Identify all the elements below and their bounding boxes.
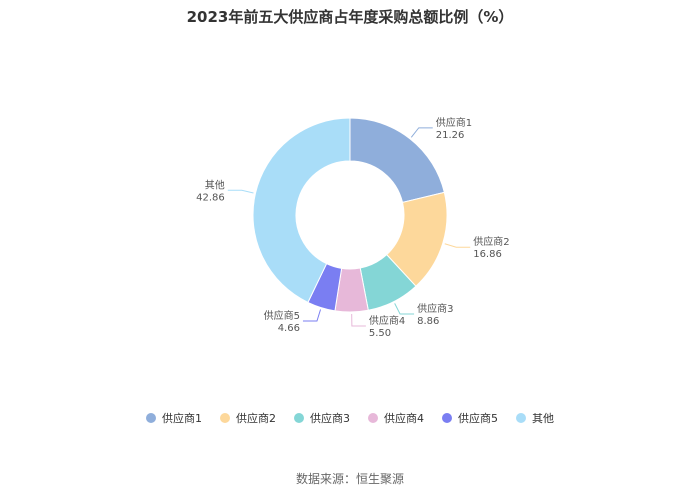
slice-label-value-4: 5.50 xyxy=(369,328,391,339)
leader-line-1 xyxy=(410,127,433,138)
slice-label-name-5: 供应商5 xyxy=(264,309,300,322)
slice-label-name-1: 供应商1 xyxy=(436,116,472,129)
slice-label-name-4: 供应商4 xyxy=(369,314,405,327)
slice-label-value-1: 21.26 xyxy=(436,130,465,141)
legend-marker-3 xyxy=(294,413,304,423)
slice-label-value-2: 16.86 xyxy=(473,249,502,260)
legend-marker-1 xyxy=(146,413,156,423)
legend-item-3[interactable]: 供应商3 xyxy=(294,410,350,426)
leader-line-5 xyxy=(302,309,322,322)
slice-label-name-3: 供应商3 xyxy=(417,302,453,315)
slice-label-name-2: 供应商2 xyxy=(473,235,509,248)
slice-label-value-3: 8.86 xyxy=(417,316,439,327)
legend-label-2: 供应商2 xyxy=(236,412,276,425)
leader-line-3 xyxy=(394,303,415,315)
slice-label-value-6: 42.86 xyxy=(196,192,225,203)
legend-label-4: 供应商4 xyxy=(384,412,424,425)
leader-line-6 xyxy=(227,189,254,194)
chart-legend: 供应商1 供应商2 供应商3 供应商4 供应商5 其他 xyxy=(0,410,700,426)
slice-label-name-6: 其他 xyxy=(205,178,225,191)
legend-item-2[interactable]: 供应商2 xyxy=(220,410,276,426)
legend-label-5: 供应商5 xyxy=(458,412,498,425)
legend-item-5[interactable]: 供应商5 xyxy=(442,410,498,426)
legend-marker-5 xyxy=(442,413,452,423)
legend-item-6[interactable]: 其他 xyxy=(516,410,554,426)
leader-line-2 xyxy=(444,243,471,248)
legend-item-4[interactable]: 供应商4 xyxy=(368,410,424,426)
leader-line-4 xyxy=(351,313,366,327)
legend-marker-2 xyxy=(220,413,230,423)
slice-1[interactable] xyxy=(349,117,445,204)
legend-marker-4 xyxy=(368,413,378,423)
legend-item-1[interactable]: 供应商1 xyxy=(146,410,202,426)
data-source: 数据来源：恒生聚源 xyxy=(295,472,404,486)
legend-label-3: 供应商3 xyxy=(310,412,350,425)
legend-label-1: 供应商1 xyxy=(162,412,202,425)
legend-label-6: 其他 xyxy=(532,412,554,425)
slice-label-value-5: 4.66 xyxy=(278,323,300,334)
chart-title: 2023年前五大供应商占年度采购总额比例（%） xyxy=(186,8,514,26)
slice-6[interactable] xyxy=(252,117,351,304)
legend-marker-6 xyxy=(516,413,526,423)
